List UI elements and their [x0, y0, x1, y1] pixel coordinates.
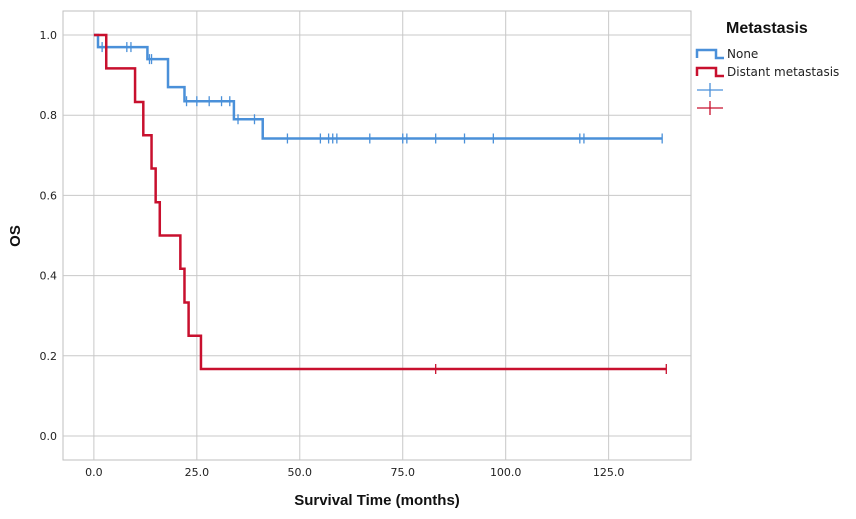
x-tick-label: 25.0 — [185, 466, 210, 479]
legend: Metastasis None Distant metastasis — [695, 20, 839, 115]
x-tick-label: 100.0 — [490, 466, 522, 479]
x-tick-labels: 0.0 25.0 50.0 75.0 100.0 125.0 — [85, 466, 624, 479]
x-tick-label: 0.0 — [85, 466, 103, 479]
legend-entry — [697, 83, 723, 97]
y-tick-label: 0.2 — [40, 350, 58, 363]
legend-swatch — [695, 66, 724, 78]
x-tick-label: 125.0 — [593, 466, 625, 479]
legend-entry — [697, 101, 723, 115]
x-gridlines — [93, 11, 610, 460]
legend-entry: Distant metastasis — [695, 65, 839, 79]
y-axis-title: OS — [7, 225, 24, 247]
y-tick-label: 0.4 — [40, 270, 58, 283]
x-axis-title: Survival Time (months) — [294, 492, 460, 509]
legend-entry: None — [695, 47, 758, 61]
y-tick-labels: 0.0 0.2 0.4 0.6 0.8 1.0 — [40, 29, 58, 443]
y-tick-label: 0.8 — [40, 109, 58, 122]
y-tick-label: 0.6 — [40, 189, 58, 202]
series-layer — [93, 33, 667, 374]
plot-area — [62, 10, 692, 461]
legend-title: Metastasis — [726, 20, 808, 37]
legend-label: None — [727, 47, 758, 61]
x-tick-label: 50.0 — [288, 466, 313, 479]
legend-swatch — [695, 48, 724, 60]
legend-label: Distant metastasis — [727, 65, 839, 79]
x-tick-label: 75.0 — [390, 466, 415, 479]
km-curve — [93, 33, 667, 371]
y-tick-label: 0.0 — [40, 430, 58, 443]
y-gridlines — [63, 34, 691, 437]
y-tick-label: 1.0 — [40, 29, 58, 42]
